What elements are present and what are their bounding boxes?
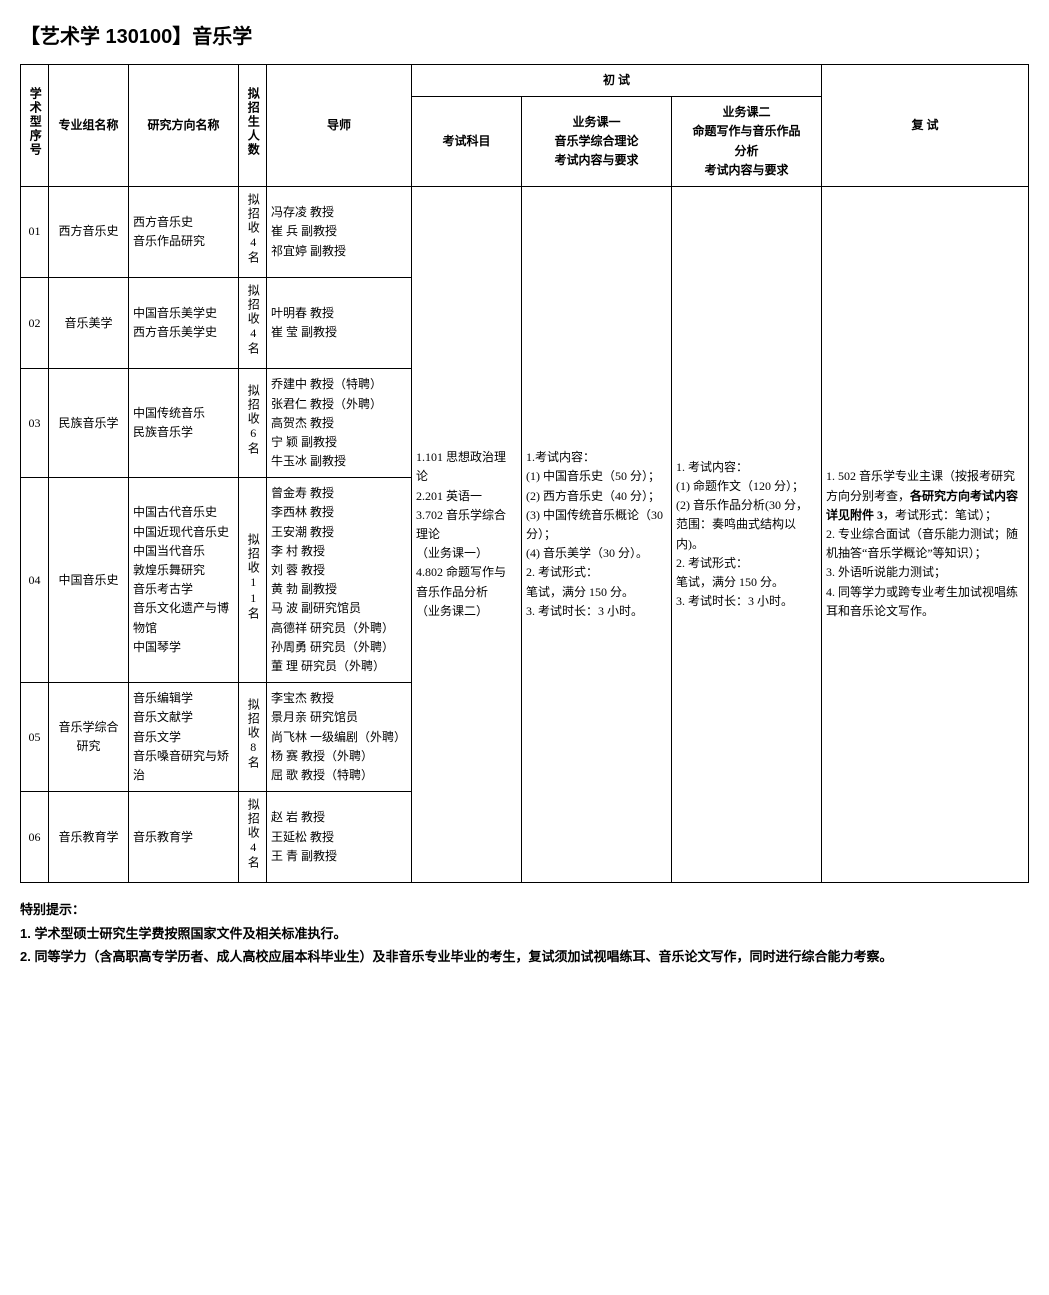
- cell-advisor: 叶明春 教授 崔 莹 副教授: [267, 278, 412, 369]
- cell-quota: 拟招收8名: [239, 683, 267, 792]
- cell-major: 中国音乐史: [49, 478, 129, 683]
- cell-quota: 拟招收4名: [239, 792, 267, 883]
- cell-major: 音乐学综合研究: [49, 683, 129, 792]
- th-prelim: 初 试: [412, 65, 822, 97]
- cell-major: 民族音乐学: [49, 369, 129, 478]
- cell-advisor: 李宝杰 教授 景月亲 研究馆员 尚飞林 一级编剧（外聘） 杨 赛 教授（外聘） …: [267, 683, 412, 792]
- cell-direction: 音乐编辑学 音乐文献学 音乐文学 音乐嗓音研究与矫治: [129, 683, 239, 792]
- cell-direction: 中国古代音乐史 中国近现代音乐史 中国当代音乐 敦煌乐舞研究 音乐考古学 音乐文…: [129, 478, 239, 683]
- cell-seq: 04: [21, 478, 49, 683]
- th-subject: 考试科目: [412, 97, 522, 187]
- cell-course2: 1. 考试内容： (1) 命题作文（120 分）； (2) 音乐作品分析(30 …: [672, 186, 822, 882]
- th-advisor: 导师: [267, 65, 412, 187]
- cell-direction: 中国传统音乐 民族音乐学: [129, 369, 239, 478]
- cell-advisor: 乔建中 教授（特聘） 张君仁 教授（外聘） 高贺杰 教授 宁 颖 副教授 牛玉冰…: [267, 369, 412, 478]
- cell-direction: 音乐教育学: [129, 792, 239, 883]
- cell-advisor: 冯存凌 教授 崔 兵 副教授 祁宜婷 副教授: [267, 186, 412, 277]
- cell-seq: 06: [21, 792, 49, 883]
- notes-section: 特别提示： 1. 学术型硕士研究生学费按照国家文件及相关标准执行。 2. 同等学…: [20, 898, 1029, 968]
- th-course2: 业务课二 命题写作与音乐作品 分析 考试内容与要求: [672, 97, 822, 187]
- cell-major: 音乐美学: [49, 278, 129, 369]
- th-direction: 研究方向名称: [129, 65, 239, 187]
- table-row: 01 西方音乐史 西方音乐史 音乐作品研究 拟招收4名 冯存凌 教授 崔 兵 副…: [21, 186, 1029, 277]
- cell-major: 西方音乐史: [49, 186, 129, 277]
- cell-quota: 拟招收11名: [239, 478, 267, 683]
- cell-seq: 05: [21, 683, 49, 792]
- th-major: 专业组名称: [49, 65, 129, 187]
- cell-subject: 1.101 思想政治理论 2.201 英语一 3.702 音乐学综合理论 （业务…: [412, 186, 522, 882]
- th-seq: 学术型序号: [21, 65, 49, 187]
- cell-major: 音乐教育学: [49, 792, 129, 883]
- cell-direction: 西方音乐史 音乐作品研究: [129, 186, 239, 277]
- page-title: 【艺术学 130100】音乐学: [20, 20, 1029, 49]
- cell-quota: 拟招收4名: [239, 278, 267, 369]
- cell-seq: 01: [21, 186, 49, 277]
- curriculum-table: 学术型序号 专业组名称 研究方向名称 拟招生人数 导师 初 试 复 试 考试科目…: [20, 64, 1029, 883]
- cell-advisor: 赵 岩 教授 王延松 教授 王 青 副教授: [267, 792, 412, 883]
- th-quota: 拟招生人数: [239, 65, 267, 187]
- notes-heading: 特别提示：: [20, 898, 1029, 921]
- cell-seq: 03: [21, 369, 49, 478]
- cell-course1: 1.考试内容： (1) 中国音乐史（50 分）； (2) 西方音乐史（40 分）…: [522, 186, 672, 882]
- cell-quota: 拟招收4名: [239, 186, 267, 277]
- cell-direction: 中国音乐美学史 西方音乐美学史: [129, 278, 239, 369]
- notes-line2: 2. 同等学力（含高职高专学历者、成人高校应届本科毕业生）及非音乐专业毕业的考生…: [20, 945, 1029, 968]
- cell-advisor: 曾金寿 教授 李西林 教授 王安潮 教授 李 村 教授 刘 蓉 教授 黄 勃 副…: [267, 478, 412, 683]
- cell-seq: 02: [21, 278, 49, 369]
- notes-line1: 1. 学术型硕士研究生学费按照国家文件及相关标准执行。: [20, 922, 1029, 945]
- cell-quota: 拟招收6名: [239, 369, 267, 478]
- th-retest: 复 试: [822, 65, 1029, 187]
- cell-retest: 1. 502 音乐学专业主课（按报考研究方向分别考查，各研究方向考试内容详见附件…: [822, 186, 1029, 882]
- th-course1: 业务课一 音乐学综合理论 考试内容与要求: [522, 97, 672, 187]
